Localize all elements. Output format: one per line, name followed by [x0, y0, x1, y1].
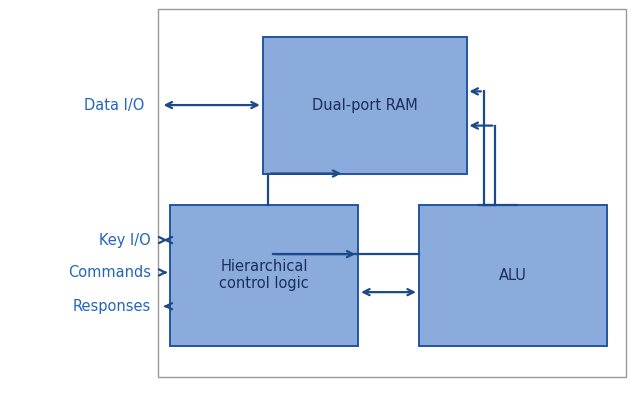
- Text: Hierarchical
control logic: Hierarchical control logic: [220, 259, 309, 292]
- Text: Data I/O: Data I/O: [84, 98, 145, 113]
- Bar: [170, 205, 358, 346]
- Bar: [157, 9, 626, 377]
- Text: ALU: ALU: [499, 268, 527, 283]
- Text: Key I/O: Key I/O: [99, 232, 151, 247]
- Text: Commands: Commands: [68, 265, 151, 280]
- Text: Dual-port RAM: Dual-port RAM: [312, 98, 417, 113]
- Text: Responses: Responses: [73, 299, 151, 314]
- Bar: [419, 205, 607, 346]
- Bar: [262, 37, 467, 173]
